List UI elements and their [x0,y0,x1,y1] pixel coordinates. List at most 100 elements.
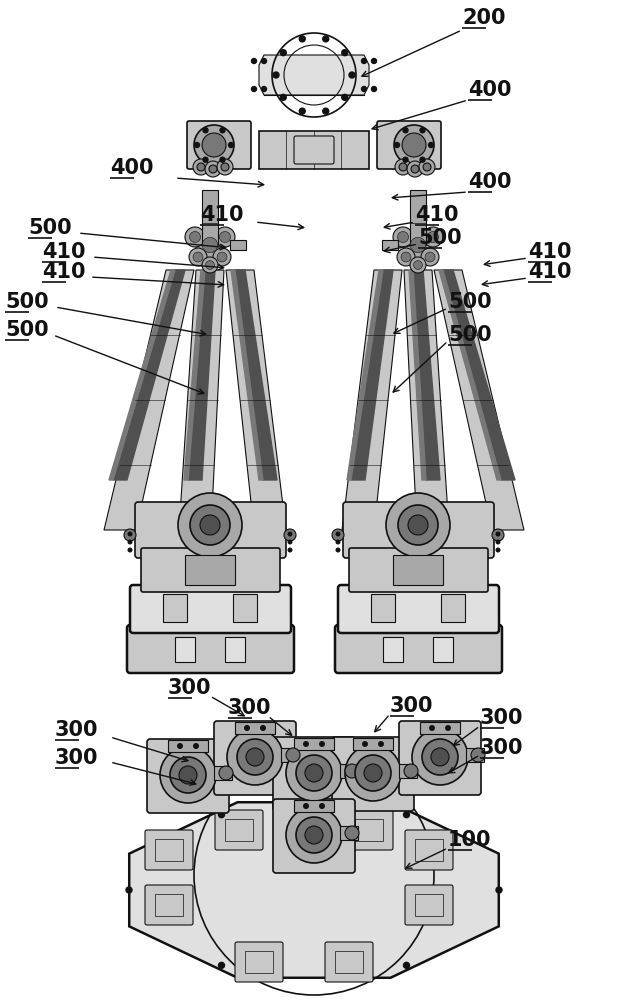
Bar [410,190,426,245]
Circle shape [335,532,340,536]
Circle shape [345,826,359,840]
Circle shape [495,548,501,552]
Bar [399,764,417,778]
Circle shape [323,108,328,114]
Circle shape [362,58,367,64]
Polygon shape [342,270,402,530]
Bar [383,637,403,662]
Circle shape [127,540,133,544]
Circle shape [398,232,408,242]
Text: 300: 300 [168,678,212,698]
Circle shape [193,252,203,262]
Bar [163,594,187,622]
Circle shape [288,548,293,552]
Circle shape [200,515,220,535]
Circle shape [217,252,227,262]
FancyBboxPatch shape [215,810,263,850]
FancyBboxPatch shape [214,721,296,795]
Circle shape [194,125,234,165]
Circle shape [407,161,423,177]
Circle shape [205,161,221,177]
Circle shape [496,887,502,893]
Circle shape [319,741,325,747]
Bar [155,839,183,861]
Circle shape [202,237,218,253]
Circle shape [420,157,425,162]
FancyBboxPatch shape [127,625,294,673]
Bar [415,839,443,861]
Circle shape [170,757,206,793]
Circle shape [420,128,425,133]
Circle shape [296,755,332,791]
Polygon shape [104,270,194,530]
Polygon shape [409,270,426,480]
Circle shape [495,532,501,536]
Circle shape [203,157,208,162]
Circle shape [401,252,411,262]
Polygon shape [347,270,383,480]
Circle shape [345,764,359,778]
Circle shape [397,248,415,266]
Text: 410: 410 [528,242,571,262]
Circle shape [260,725,266,731]
Bar [281,748,299,762]
Circle shape [410,237,426,253]
Text: 400: 400 [110,158,153,178]
FancyBboxPatch shape [338,585,499,633]
Text: 300: 300 [390,696,433,716]
Circle shape [305,764,323,782]
Circle shape [399,163,407,171]
Circle shape [303,803,309,809]
Text: 500: 500 [448,325,492,345]
Bar [168,740,208,752]
Circle shape [372,58,377,64]
Circle shape [421,248,439,266]
Circle shape [202,133,226,157]
Text: 300: 300 [55,748,99,768]
Circle shape [286,745,342,801]
Circle shape [220,232,230,242]
Circle shape [332,529,344,541]
Circle shape [219,812,224,818]
Text: 300: 300 [480,738,524,758]
Text: 500: 500 [28,218,72,238]
FancyBboxPatch shape [294,136,334,164]
Text: 410: 410 [200,205,244,225]
Circle shape [203,128,208,133]
Bar [230,240,246,250]
Circle shape [127,548,133,552]
Bar [214,766,232,780]
Text: 500: 500 [418,228,462,248]
Circle shape [412,729,468,785]
Circle shape [251,58,256,64]
Circle shape [423,163,431,171]
Circle shape [386,493,450,557]
FancyBboxPatch shape [130,585,291,633]
Circle shape [193,743,199,749]
FancyBboxPatch shape [273,737,355,811]
Circle shape [177,743,183,749]
Circle shape [229,142,234,147]
Circle shape [300,36,305,42]
Text: 410: 410 [42,262,85,282]
Circle shape [323,36,328,42]
Circle shape [492,529,504,541]
Circle shape [395,159,411,175]
Bar [294,800,334,812]
Bar [441,594,465,622]
Polygon shape [443,270,515,480]
FancyBboxPatch shape [405,885,453,925]
Circle shape [362,741,368,747]
Circle shape [202,257,218,273]
Bar [185,555,235,585]
Bar [335,951,363,973]
Circle shape [394,125,434,165]
Polygon shape [439,270,501,480]
Circle shape [227,729,283,785]
Circle shape [362,87,367,92]
FancyBboxPatch shape [147,739,229,813]
Polygon shape [235,270,277,480]
Circle shape [126,887,132,893]
FancyBboxPatch shape [141,548,280,592]
Circle shape [284,529,296,541]
